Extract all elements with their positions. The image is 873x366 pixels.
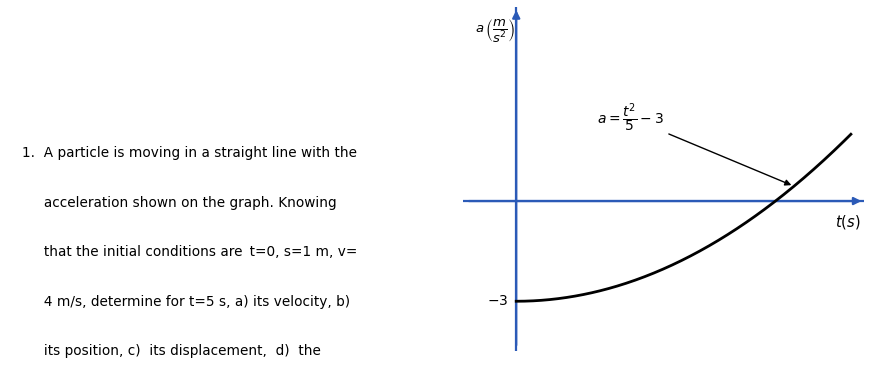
Text: $t(s)$: $t(s)$ — [835, 213, 861, 231]
Text: that the initial conditions are  t=0, s=1 m, v=: that the initial conditions are t=0, s=1… — [22, 245, 357, 259]
Text: acceleration shown on the graph. Knowing: acceleration shown on the graph. Knowing — [22, 196, 336, 210]
Text: $-3$: $-3$ — [487, 294, 508, 308]
Text: its position, c)  its displacement,  d)  the: its position, c) its displacement, d) th… — [22, 344, 320, 358]
Text: $a\,\left(\dfrac{m}{s^2}\right)$: $a\,\left(\dfrac{m}{s^2}\right)$ — [475, 17, 515, 44]
Text: 4 m/s, determine for t=5 s, a) its velocity, b): 4 m/s, determine for t=5 s, a) its veloc… — [22, 295, 350, 309]
Text: $a = \dfrac{t^2}{5} - 3$: $a = \dfrac{t^2}{5} - 3$ — [596, 101, 790, 185]
Text: 1.  A particle is moving in a straight line with the: 1. A particle is moving in a straight li… — [22, 146, 357, 160]
